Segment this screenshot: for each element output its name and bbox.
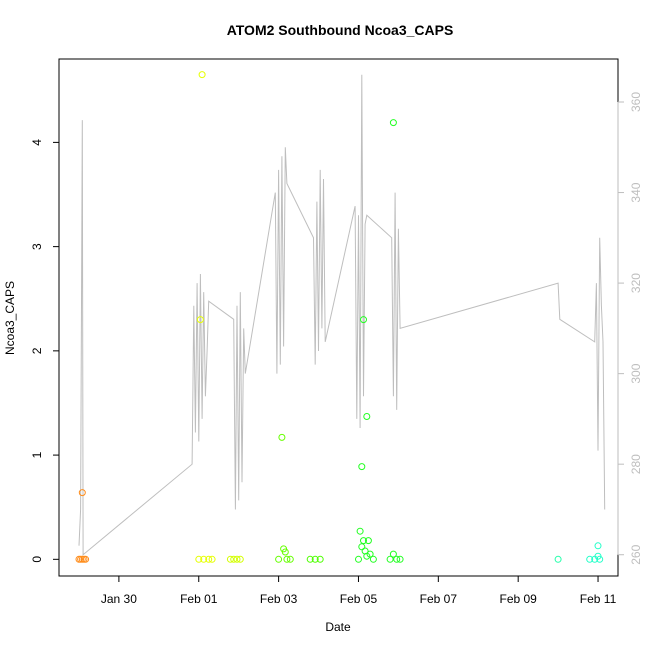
series-line <box>78 74 606 556</box>
data-point <box>233 555 241 563</box>
data-point <box>278 433 286 441</box>
data-point <box>586 555 594 563</box>
data-point <box>230 555 238 563</box>
data-point <box>360 316 367 324</box>
data-point <box>82 555 90 563</box>
data-point <box>363 413 371 420</box>
data-point <box>306 555 314 563</box>
x-tick-label: Feb 09 <box>499 592 537 606</box>
y-left-tick-label: 4 <box>30 139 44 146</box>
y-left-tick-label: 3 <box>30 243 44 250</box>
data-point <box>283 555 291 563</box>
data-point <box>208 555 216 563</box>
x-axis-label: Date <box>325 620 351 634</box>
x-tick-label: Feb 05 <box>340 592 378 606</box>
data-point <box>200 555 208 563</box>
data-point <box>198 71 206 79</box>
x-tick-label: Feb 01 <box>180 592 218 606</box>
x-axis: Jan 30 Feb 01 Feb 03 Feb 05 Feb 07 Feb 09 Feb … <box>101 575 617 606</box>
y-right-tick-label: 260 <box>629 544 643 564</box>
data-point <box>369 555 377 563</box>
data-point <box>554 555 562 563</box>
y-right-tick-label: 360 <box>629 92 643 112</box>
value-line-layer <box>78 74 606 556</box>
y-right-tick-label: 300 <box>629 363 643 383</box>
chart-title: ATOM2 Southbound Ncoa3_CAPS <box>227 22 454 38</box>
data-point <box>393 555 401 563</box>
data-point <box>358 543 366 551</box>
data-point <box>594 542 602 550</box>
data-point <box>389 119 397 127</box>
data-point <box>358 463 366 471</box>
data-point <box>78 489 86 497</box>
data-point <box>363 552 371 560</box>
data-point <box>360 537 367 545</box>
plot-frame <box>58 58 619 577</box>
data-point <box>596 555 604 563</box>
y-right-tick-label: 280 <box>629 454 643 474</box>
data-point <box>226 555 234 563</box>
point-layer <box>75 71 604 563</box>
data-point <box>389 550 397 558</box>
y-right-tick-label: 320 <box>629 273 643 293</box>
data-point <box>275 555 283 563</box>
data-point <box>205 555 213 563</box>
y-left-tick-label: 0 <box>30 556 44 563</box>
data-point <box>236 555 244 563</box>
data-point <box>196 316 204 324</box>
data-point <box>311 555 319 563</box>
data-point <box>316 555 324 563</box>
y-left-tick-label: 1 <box>30 451 44 458</box>
x-tick-label: Feb 03 <box>260 592 298 606</box>
data-point <box>364 537 372 545</box>
y-axis-left: 0 1 2 3 4 <box>30 139 60 563</box>
y-axis-label: Ncoa3_CAPS <box>3 281 17 355</box>
y-right-tick-label: 340 <box>629 182 643 202</box>
y-axis-right: 260 280 300 320 340 360 <box>617 92 643 565</box>
data-point <box>386 555 394 563</box>
data-point <box>356 527 364 535</box>
data-point <box>195 555 203 563</box>
x-tick-label: Feb 07 <box>420 592 458 606</box>
x-tick-label: Jan 30 <box>101 592 137 606</box>
y-left-tick-label: 2 <box>30 347 44 354</box>
data-point <box>355 555 362 563</box>
data-point <box>286 555 294 563</box>
x-tick-label: Feb 11 <box>580 592 617 606</box>
data-point <box>281 548 289 556</box>
data-point <box>396 555 404 563</box>
